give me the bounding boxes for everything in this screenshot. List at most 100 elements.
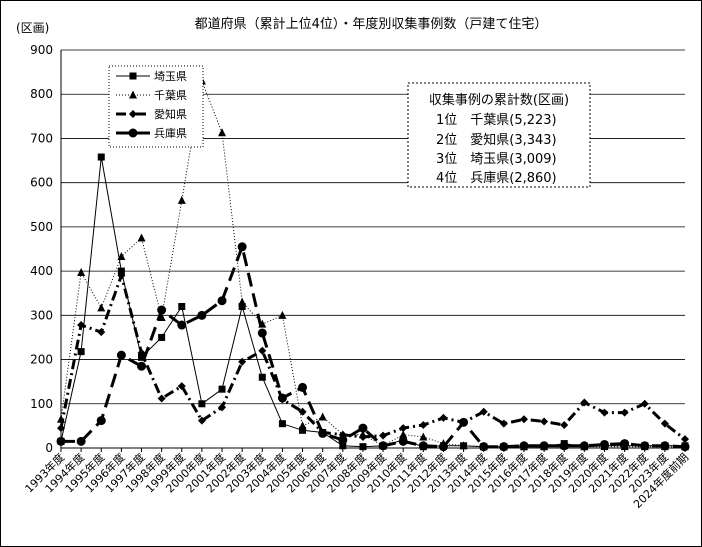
data-point-diamond [419,421,428,430]
data-point-circle [157,305,167,315]
data-point-triangle [238,297,247,306]
data-point-diamond [681,435,689,444]
data-point-circle [358,423,368,433]
data-point-triangle [117,252,126,261]
data-point-square [129,72,137,80]
data-point-diamond [479,407,488,416]
data-point-circle [76,436,86,446]
data-point-triangle [218,128,227,137]
series-line [59,274,686,441]
y-axis-label: (区画) [16,21,49,35]
data-point-circle [128,128,138,138]
annotation-title: 収集事例の累計数(区画) [429,92,569,108]
data-point-diamond [117,271,126,280]
data-point-diamond [129,110,137,118]
data-point-square [178,302,186,310]
data-point-circle [680,442,690,452]
y-tick-label: 900 [30,43,53,57]
data-point-circle [277,393,287,403]
data-point-triangle [278,310,287,319]
data-point-diamond [137,348,146,357]
data-point-circle [620,439,630,449]
data-point-circle [499,442,509,452]
y-tick-label: 800 [30,87,53,101]
data-point-circle [318,428,328,438]
annotation-line-2: 2位 愛知県(3,343) [436,132,557,148]
data-point-diamond [77,321,86,330]
data-point-triangle [137,233,146,242]
series-4 [56,242,690,452]
data-point-circle [519,441,529,451]
series-line [61,245,686,449]
data-point-square [278,420,286,428]
series-line [60,156,685,448]
data-point-circle [479,442,489,452]
data-point-square [299,426,307,434]
data-point-triangle [298,421,307,430]
data-point-diamond [660,419,669,428]
y-tick-label: 0 [45,441,53,455]
data-point-diamond [218,403,227,412]
legend-label: 千葉県 [154,88,187,102]
data-point-circle [579,441,589,451]
chart-title: 都道府県（累計上位4位）・年度別収集事例数（戸建て住宅） [195,16,548,32]
data-point-circle [459,417,469,427]
data-point-diamond [640,399,649,408]
data-point-triangle [97,303,106,312]
y-tick-label: 600 [30,176,53,190]
data-point-circle [96,416,106,426]
data-point-circle [257,328,267,338]
x-axis-ticks: 1993年度1994年度1995年度1996年度1997年度1998年度1999… [22,448,691,511]
y-tick-label: 100 [30,397,53,411]
annotation-box [407,82,591,188]
data-point-triangle [399,430,408,439]
y-tick-label: 700 [30,131,53,145]
data-point-diamond [258,346,267,355]
data-point-diamond [157,394,166,403]
data-point-diamond [439,413,448,422]
data-point-diamond [560,421,569,430]
data-point-square [218,385,226,393]
data-point-circle [438,442,448,452]
y-tick-label: 300 [30,308,53,322]
data-point-diamond [97,328,106,337]
data-point-square [97,153,105,161]
data-point-square [77,348,85,356]
y-tick-label: 200 [30,353,53,367]
data-point-circle [338,435,348,445]
data-point-triangle [129,90,137,99]
data-point-square [138,353,146,361]
data-point-diamond [620,408,629,417]
data-point-circle [398,436,408,446]
data-point-circle [116,350,126,360]
series-layer [56,76,690,452]
data-point-square [158,333,166,341]
data-point-circle [539,441,549,451]
data-point-diamond [57,424,65,433]
data-point-diamond [197,416,206,425]
data-point-square [198,400,206,408]
data-point-square [238,302,246,310]
data-point-triangle [318,412,327,421]
ranking-annotation: 収集事例の累計数(区画) 1位 千葉県(5,223) 2位 愛知県(3,343)… [407,82,591,188]
annotation-line-3: 3位 埼玉県(3,009) [436,152,557,167]
data-point-circle [137,361,147,371]
data-point-diamond [540,417,549,426]
data-point-circle [197,310,207,320]
data-point-square [258,373,266,381]
data-point-triangle [177,195,186,204]
data-point-diamond [358,432,367,441]
data-point-diamond [600,408,609,417]
data-point-triangle [419,432,428,441]
annotation-line-4: 4位 兵庫県(2,860) [436,171,557,186]
y-tick-label: 500 [30,220,53,234]
data-point-circle [217,296,227,306]
data-point-circle [177,320,187,330]
data-point-square [117,267,125,275]
series-3 [57,271,689,444]
data-point-diamond [519,415,528,424]
data-point-circle [418,441,428,451]
data-point-diamond [177,382,186,391]
